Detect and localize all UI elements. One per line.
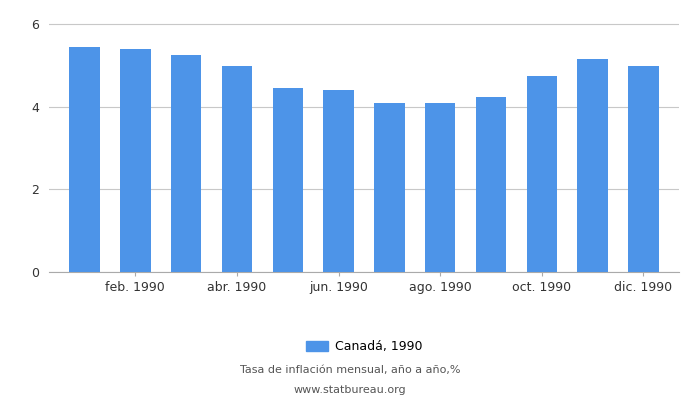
Bar [374, 103, 405, 272]
Bar [323, 90, 354, 272]
Bar [120, 49, 150, 272]
Legend: Canadá, 1990: Canadá, 1990 [301, 336, 427, 358]
Bar [425, 103, 456, 272]
Text: Tasa de inflación mensual, año a año,%: Tasa de inflación mensual, año a año,% [239, 365, 461, 375]
Bar [272, 88, 303, 272]
Bar [578, 60, 608, 272]
Bar [476, 97, 506, 272]
Text: www.statbureau.org: www.statbureau.org [294, 385, 406, 395]
Bar [628, 66, 659, 272]
Bar [69, 47, 100, 272]
Bar [222, 66, 252, 272]
Bar [526, 76, 557, 272]
Bar [171, 55, 202, 272]
